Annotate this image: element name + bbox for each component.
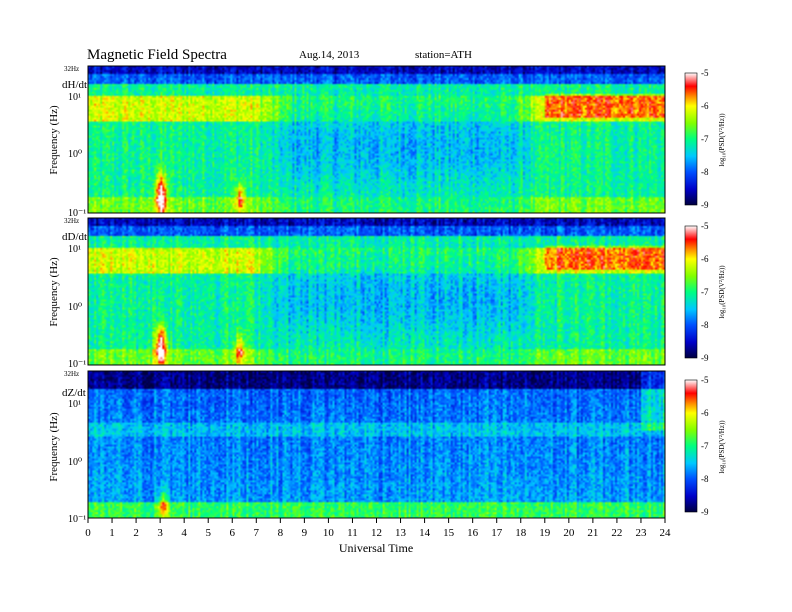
colorbar-tick-label: -5 — [701, 68, 709, 78]
colorbar-tick-label: -9 — [701, 200, 709, 210]
colorbar-label: log₁₀(PSD(V²/Hz)) — [718, 265, 726, 319]
panel-frame — [87, 65, 666, 214]
x-tick-label: 20 — [563, 527, 575, 539]
x-tick-label: 10 — [323, 527, 335, 539]
x-tick-label: 4 — [181, 527, 187, 539]
x-tick-label: 15 — [443, 527, 455, 539]
x-tick-label: 16 — [467, 527, 479, 539]
x-tick-label: 11 — [347, 527, 358, 539]
y-tick-label: 10¹ — [68, 244, 81, 255]
y-tick-label: 10⁻¹ — [68, 359, 86, 370]
component-label: dH/dt — [62, 79, 87, 91]
y-tick-label: 10⁰ — [68, 302, 82, 313]
colorbar — [684, 72, 698, 206]
chart-title: Magnetic Field Spectra — [87, 47, 227, 63]
y-tick-label: 10⁻¹ — [68, 514, 86, 525]
colorbar-tick-label: -8 — [701, 474, 709, 484]
x-tick-label: 6 — [230, 527, 236, 539]
panel-dD: dD/dt 32Hz 10¹ 10⁰ 10⁻¹ Frequency (Hz) -… — [48, 217, 726, 370]
x-tick-label: 23 — [635, 527, 647, 539]
x-tick-label: 22 — [611, 527, 622, 539]
x-tick-label: 0 — [85, 527, 91, 539]
colorbar-tick-label: -7 — [701, 287, 709, 297]
panel-frame — [87, 217, 666, 366]
component-label: dZ/dt — [62, 387, 86, 399]
station-label: station=ATH — [415, 49, 472, 61]
panel-dZ: dZ/dt 32Hz 10¹ 10⁰ 10⁻¹ Frequency (Hz) -… — [48, 370, 726, 525]
colorbar-tick-label: -7 — [701, 134, 709, 144]
spectrogram-dZ — [88, 371, 665, 518]
colorbar-ticks: -5 -6 -7 -8 -9 — [701, 221, 709, 363]
y-tick-label: 10⁰ — [68, 149, 82, 160]
x-tick-label: 21 — [587, 527, 598, 539]
colorbar-tick-label: -7 — [701, 441, 709, 451]
x-tick-label: 5 — [205, 527, 211, 539]
date-label: Aug.14, 2013 — [299, 49, 360, 61]
x-tick-label: 9 — [302, 527, 308, 539]
component-label: dD/dt — [62, 231, 87, 243]
y-axis-label: Frequency (Hz) — [48, 257, 60, 327]
top-frequency-label: 32Hz — [64, 217, 79, 225]
y-axis-label: Frequency (Hz) — [48, 105, 60, 175]
x-axis: 0 1 2 3 4 5 6 7 8 9 10 11 12 13 14 15 16 17 18 19 20 21 22 23 24 — [85, 518, 671, 539]
x-tick-label: 24 — [660, 527, 672, 539]
colorbar-tick-label: -9 — [701, 507, 709, 517]
y-tick-label: 10⁰ — [68, 457, 82, 468]
colorbar-tick-label: -5 — [701, 221, 709, 231]
colorbar-tick-label: -8 — [701, 167, 709, 177]
x-tick-label: 7 — [254, 527, 260, 539]
colorbar — [684, 379, 698, 513]
x-tick-label: 2 — [133, 527, 139, 539]
top-frequency-label: 32Hz — [64, 65, 79, 73]
colorbar-tick-label: -5 — [701, 375, 709, 385]
spectrogram-dH — [88, 66, 665, 213]
x-tick-label: 13 — [395, 527, 407, 539]
colorbar-tick-label: -8 — [701, 320, 709, 330]
colorbar-tick-label: -6 — [701, 254, 709, 264]
y-axis-label: Frequency (Hz) — [48, 412, 60, 482]
y-tick-label: 10¹ — [68, 92, 81, 103]
y-tick-label: 10⁻¹ — [68, 208, 86, 219]
colorbar-ticks: -5 -6 -7 -8 -9 — [701, 375, 709, 517]
colorbar-label: log₁₀(PSD(V²/Hz)) — [718, 420, 726, 474]
colorbar-tick-label: -6 — [701, 408, 709, 418]
colorbar-tick-label: -9 — [701, 353, 709, 363]
colorbar-label: log₁₀(PSD(V²/Hz)) — [718, 113, 726, 167]
x-tick-label: 17 — [491, 527, 503, 539]
colorbar — [684, 225, 698, 359]
x-tick-label: 12 — [371, 527, 382, 539]
x-axis-label: Universal Time — [339, 541, 413, 555]
x-tick-label: 19 — [539, 527, 551, 539]
x-tick-label: 3 — [157, 527, 163, 539]
colorbar-ticks: -5 -6 -7 -8 -9 — [701, 68, 709, 210]
x-tick-label: 8 — [278, 527, 284, 539]
x-tick-label: 18 — [515, 527, 527, 539]
x-tick-label: 1 — [109, 527, 115, 539]
top-frequency-label: 32Hz — [64, 370, 79, 378]
spectrogram-dD — [88, 218, 665, 365]
colorbar-tick-label: -6 — [701, 101, 709, 111]
y-tick-label: 10¹ — [68, 399, 81, 410]
panel-dH: dH/dt 32Hz 10¹ 10⁰ 10⁻¹ Frequency (Hz) -… — [48, 65, 726, 219]
x-tick-label: 14 — [419, 527, 431, 539]
